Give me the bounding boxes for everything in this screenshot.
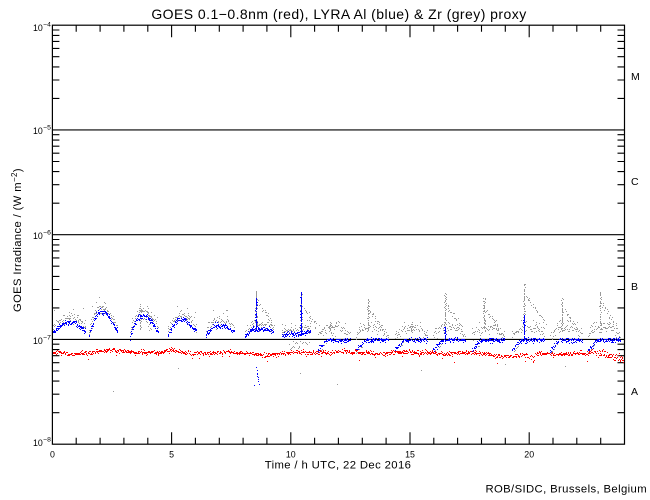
- svg-text:10: 10: [33, 126, 43, 136]
- svg-text:−8: −8: [43, 437, 51, 444]
- svg-text:−6: −6: [43, 229, 51, 236]
- svg-text:Time / h UTC, 22 Dec 2016: Time / h UTC, 22 Dec 2016: [265, 460, 412, 472]
- svg-text:ROB/SIDC, Brussels, Belgium: ROB/SIDC, Brussels, Belgium: [485, 484, 647, 496]
- svg-text:10: 10: [33, 231, 43, 241]
- svg-text:15: 15: [405, 450, 415, 460]
- svg-text:10: 10: [286, 450, 296, 460]
- svg-text:GOES Irradiance / (W m−2): GOES Irradiance / (W m−2): [10, 168, 24, 312]
- svg-text:10: 10: [33, 23, 43, 33]
- svg-text:GOES 0.1−0.8nm (red), LYRA Al: GOES 0.1−0.8nm (red), LYRA Al (blue) & Z…: [151, 6, 526, 22]
- svg-text:M: M: [631, 71, 640, 83]
- svg-text:20: 20: [524, 450, 534, 460]
- svg-text:C: C: [631, 176, 639, 188]
- svg-text:A: A: [631, 386, 638, 398]
- svg-text:10: 10: [33, 336, 43, 346]
- svg-text:0: 0: [50, 450, 55, 460]
- svg-text:−4: −4: [43, 22, 51, 29]
- svg-text:−7: −7: [43, 334, 51, 341]
- svg-text:5: 5: [169, 450, 174, 460]
- svg-text:−5: −5: [43, 124, 51, 131]
- svg-text:B: B: [631, 281, 638, 293]
- svg-text:10: 10: [33, 438, 43, 448]
